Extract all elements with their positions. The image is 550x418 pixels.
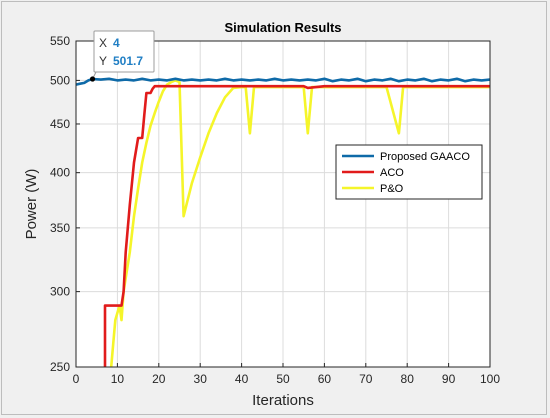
datatip-x-value: 4 xyxy=(113,36,120,50)
x-tick-label: 100 xyxy=(480,372,500,386)
datatip-box xyxy=(93,30,155,73)
datatip-x-label: X xyxy=(99,36,107,50)
x-tick-label: 20 xyxy=(152,372,166,386)
chart-title: Simulation Results xyxy=(224,20,341,35)
legend: Proposed GAACO ACO P&O xyxy=(335,144,483,200)
series-layer xyxy=(75,77,491,368)
x-tick-label: 60 xyxy=(318,372,332,386)
y-tick-label: 350 xyxy=(50,221,70,235)
x-axis-label: Iterations xyxy=(252,392,314,409)
x-tick-label: 80 xyxy=(401,372,415,386)
x-tick-label: 70 xyxy=(359,372,373,386)
x-tick-label: 10 xyxy=(111,372,125,386)
y-tick-label: 250 xyxy=(50,360,70,374)
x-tick-label: 90 xyxy=(442,372,456,386)
datatip-y-label: Y xyxy=(99,54,107,68)
x-tick-label: 0 xyxy=(73,372,80,386)
y-axis-label: Power (W) xyxy=(23,169,40,240)
ticks: 0 10 20 30 40 50 60 70 80 90 100 250 300 350 400 450 500… xyxy=(50,34,500,386)
series-line-proposed-gaaco xyxy=(75,77,491,86)
x-tick-label: 30 xyxy=(194,372,208,386)
datatip-marker xyxy=(89,76,96,82)
y-tick-label: 300 xyxy=(50,285,70,299)
x-tick-label: 50 xyxy=(276,372,290,386)
y-tick-label: 550 xyxy=(50,34,70,48)
y-tick-label: 450 xyxy=(50,117,70,131)
y-tick-label: 500 xyxy=(50,73,70,87)
datatip-y-value: 501.7 xyxy=(113,54,143,68)
series-line-aco xyxy=(103,84,490,367)
y-tick-label: 400 xyxy=(50,166,70,180)
legend-label: P&O xyxy=(380,183,404,195)
legend-label: ACO xyxy=(380,167,404,179)
datatip[interactable]: X 4Y 501.7 xyxy=(89,30,155,82)
x-tick-label: 40 xyxy=(235,372,249,386)
legend-label: Proposed GAACO xyxy=(380,151,470,163)
